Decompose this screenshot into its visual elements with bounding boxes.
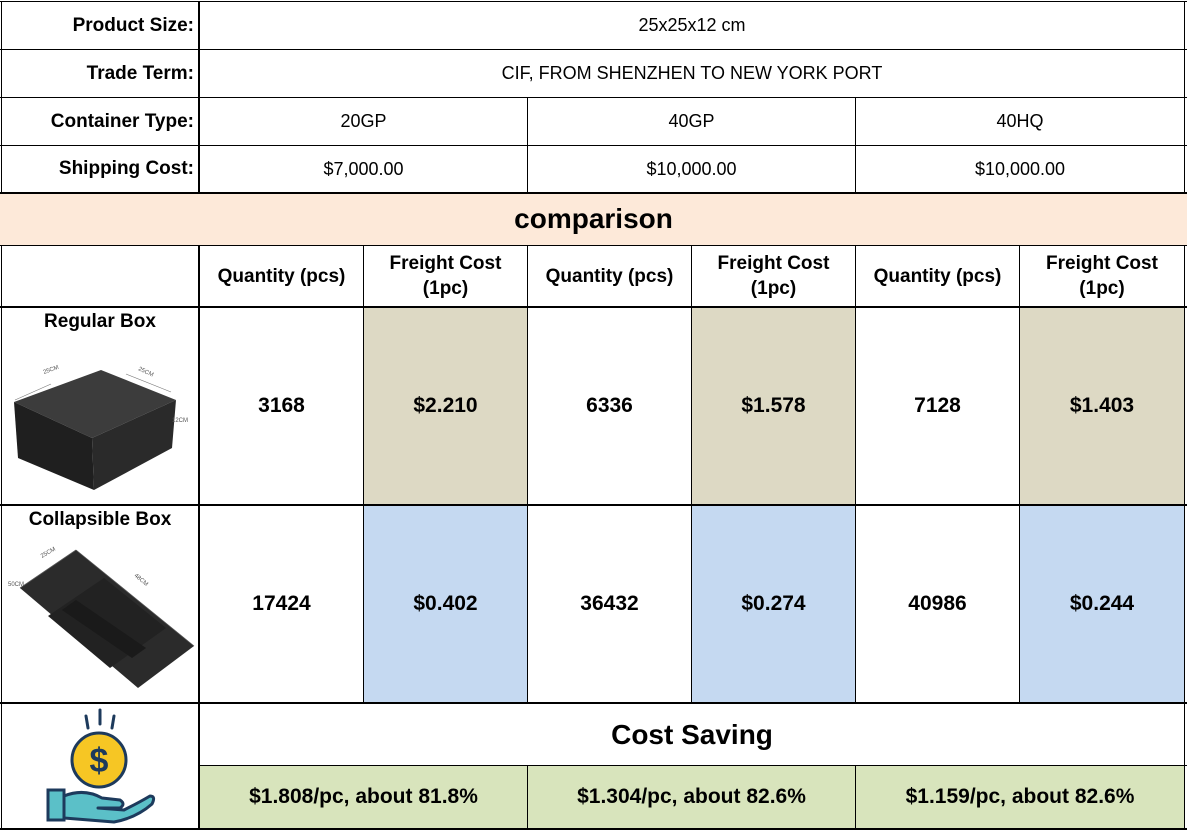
- cost-saving-title: Cost Saving: [611, 719, 773, 750]
- grid-line: [198, 245, 200, 829]
- regular-box-dim-2: 25CM: [137, 366, 154, 378]
- grid-line: [527, 245, 528, 703]
- col-header-freight-40hq: Freight Cost (1pc): [1020, 246, 1184, 306]
- cost-saving-20gp: $1.808/pc, about 81.8%: [200, 766, 527, 828]
- collapsible-freight-40hq: $0.244: [1020, 506, 1184, 702]
- grid-line: [1184, 1, 1185, 193]
- regular-freight-20gp: $2.210: [364, 308, 527, 504]
- comparison-banner: comparison: [0, 193, 1187, 245]
- grid-line: [0, 828, 1187, 830]
- grid-line: [1, 1, 2, 193]
- col-header-quantity-40hq: Quantity (pcs): [873, 265, 1002, 287]
- collapsible-quantity-40hq: 40986: [908, 592, 967, 615]
- container-type-40gp: 40GP: [668, 111, 715, 131]
- freight-header-line1: Freight Cost: [389, 253, 502, 274]
- grid-line: [0, 97, 1187, 98]
- col-header-freight-20gp: Freight Cost (1pc): [364, 246, 527, 306]
- grid-line: [0, 49, 1187, 50]
- container-type-20gp: 20GP: [340, 111, 387, 131]
- regular-quantity-40hq: 7128: [914, 394, 961, 417]
- regular-quantity-20gp: 3168: [258, 394, 305, 417]
- regular-box-label: Regular Box: [44, 311, 156, 332]
- collapsible-box-label: Collapsible Box: [28, 509, 172, 530]
- grid-line: [0, 1, 1187, 2]
- product-size-value: 25x25x12 cm: [638, 15, 746, 35]
- freight-header-line2: (1pc): [1079, 278, 1125, 299]
- grid-line: [0, 702, 1187, 704]
- collapsible-quantity-40gp: 36432: [580, 592, 639, 615]
- grid-line: [1, 245, 2, 829]
- container-type-label: Container Type:: [50, 110, 194, 132]
- collapsible-freight-20gp: $0.402: [364, 506, 527, 702]
- grid-line: [855, 97, 856, 193]
- grid-line: [0, 145, 1187, 146]
- grid-line: [200, 765, 1187, 766]
- grid-line: [0, 306, 1187, 308]
- collapsible-box-dim-3: 50CM: [8, 582, 24, 588]
- grid-line: [1019, 245, 1020, 703]
- collapsible-box-dim-2: 48CM: [133, 573, 149, 588]
- collapsible-box-image: 25CM 48CM 50CM: [8, 547, 195, 688]
- grid-line: [198, 1, 200, 193]
- grid-line: [691, 245, 692, 703]
- col-header-quantity-40gp: Quantity (pcs): [545, 265, 674, 287]
- regular-freight-40hq: $1.403: [1020, 308, 1184, 504]
- freight-header-line1: Freight Cost: [1046, 253, 1158, 274]
- regular-quantity-40gp: 6336: [586, 394, 633, 417]
- shipping-cost-20gp: $7,000.00: [323, 158, 404, 179]
- cost-saving-40gp: $1.304/pc, about 82.6%: [528, 766, 855, 828]
- col-header-quantity-20gp: Quantity (pcs): [217, 265, 346, 287]
- grid-line: [0, 504, 1187, 506]
- freight-header-line2: (1pc): [422, 278, 469, 299]
- svg-text:$: $: [90, 742, 109, 780]
- grid-line: [1184, 245, 1185, 829]
- money-hand-icon: $: [46, 708, 156, 824]
- col-header-freight-40gp: Freight Cost (1pc): [692, 246, 855, 306]
- grid-line: [527, 97, 528, 193]
- collapsible-freight-40gp: $0.274: [692, 506, 855, 702]
- grid-line: [855, 765, 856, 829]
- collapsible-quantity-20gp: 17424: [252, 592, 311, 615]
- collapsible-box-dim-1: 25CM: [40, 547, 57, 560]
- container-type-40hq: 40HQ: [996, 111, 1044, 131]
- trade-term-label: Trade Term:: [86, 62, 194, 84]
- regular-box-dim-1: 25CM: [43, 365, 60, 376]
- regular-box-image: 25CM 25CM 12CM: [14, 365, 188, 490]
- cost-saving-40hq: $1.159/pc, about 82.6%: [856, 766, 1184, 828]
- regular-freight-40gp: $1.578: [692, 308, 855, 504]
- grid-line: [363, 245, 364, 703]
- comparison-title: comparison: [514, 203, 673, 234]
- trade-term-value: CIF, FROM SHENZHEN TO NEW YORK PORT: [501, 63, 883, 83]
- grid-line: [0, 245, 1187, 246]
- freight-header-line1: Freight Cost: [717, 253, 830, 274]
- shipping-cost-40gp: $10,000.00: [646, 158, 737, 179]
- shipping-cost-40hq: $10,000.00: [974, 158, 1066, 179]
- grid-line: [855, 245, 856, 703]
- shipping-cost-label: Shipping Cost:: [58, 158, 194, 179]
- grid-line: [0, 192, 1187, 194]
- product-size-label: Product Size:: [72, 14, 194, 36]
- grid-line: [527, 765, 528, 829]
- regular-box-dim-3: 12CM: [172, 418, 188, 424]
- freight-header-line2: (1pc): [750, 278, 797, 299]
